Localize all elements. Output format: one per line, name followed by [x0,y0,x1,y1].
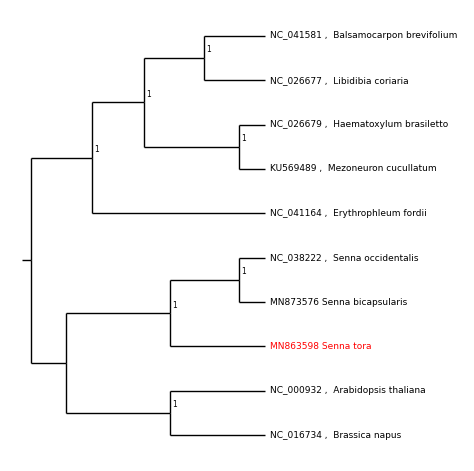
Text: 1: 1 [172,400,177,409]
Text: 1: 1 [241,134,246,143]
Text: NC_038222 ,  Senna occidentalis: NC_038222 , Senna occidentalis [271,253,419,262]
Text: 1: 1 [94,145,99,154]
Text: 1: 1 [241,268,246,276]
Text: NC_041164 ,  Erythrophleum fordii: NC_041164 , Erythrophleum fordii [271,209,427,218]
Text: MN873576 Senna bicapsularis: MN873576 Senna bicapsularis [271,298,408,307]
Text: NC_016734 ,  Brassica napus: NC_016734 , Brassica napus [271,430,401,440]
Text: KU569489 ,  Mezoneuron cucullatum: KU569489 , Mezoneuron cucullatum [271,164,437,173]
Text: NC_041581 ,  Balsamocarpon brevifolium: NC_041581 , Balsamocarpon brevifolium [271,31,458,41]
Text: 1: 1 [146,90,151,99]
Text: 1: 1 [172,300,177,309]
Text: 1: 1 [207,45,211,55]
Text: NC_026679 ,  Haematoxylum brasiletto: NC_026679 , Haematoxylum brasiletto [271,120,449,129]
Text: NC_026677 ,  Libidibia coriaria: NC_026677 , Libidibia coriaria [271,76,409,85]
Text: NC_000932 ,  Arabidopsis thaliana: NC_000932 , Arabidopsis thaliana [271,386,426,395]
Text: MN863598 Senna tora: MN863598 Senna tora [271,342,372,351]
